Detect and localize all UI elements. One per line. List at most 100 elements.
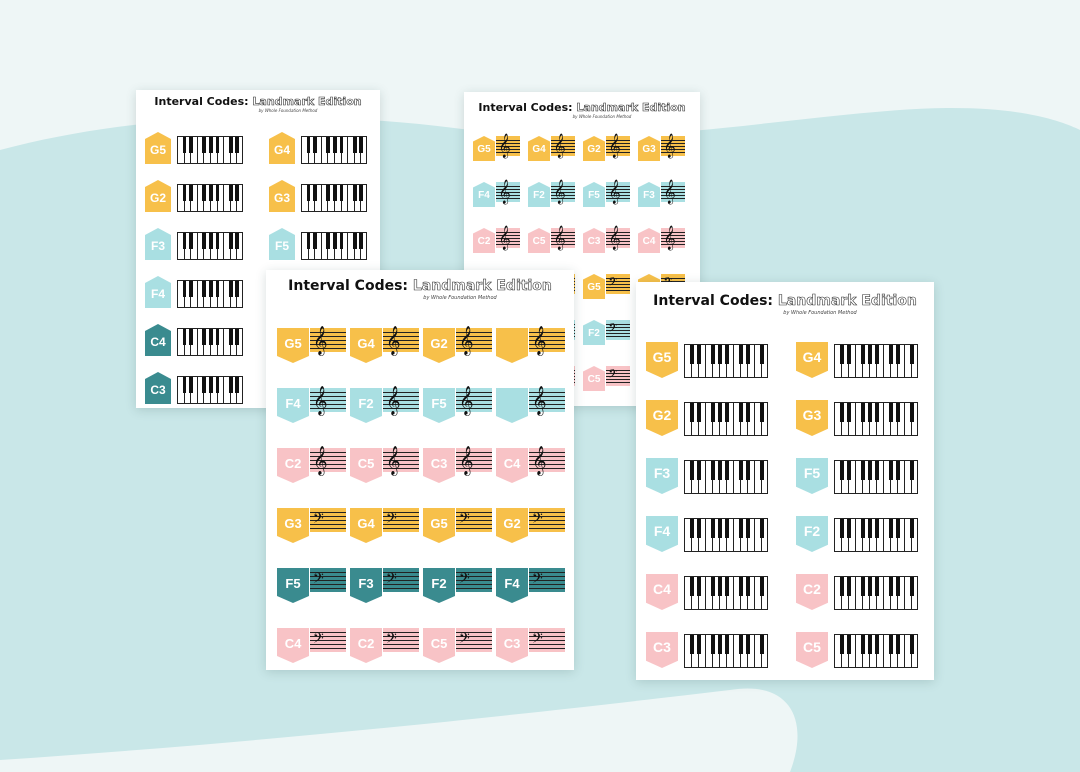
music-staff-icon: 𝄢 bbox=[606, 366, 630, 386]
staff-line bbox=[529, 523, 565, 525]
staff-line bbox=[551, 198, 575, 200]
staff-line bbox=[529, 340, 565, 341]
interval-code-tag: G5 bbox=[473, 136, 495, 161]
staff-line bbox=[456, 400, 492, 401]
black-key bbox=[202, 185, 207, 201]
staff-line bbox=[383, 516, 419, 518]
staff-line bbox=[383, 403, 419, 405]
white-key bbox=[877, 403, 884, 435]
black-key bbox=[689, 635, 695, 655]
staff-line bbox=[606, 379, 630, 381]
staff-line bbox=[661, 234, 685, 236]
interval-code-tag: F4 bbox=[496, 568, 528, 603]
white-key bbox=[849, 461, 856, 493]
white-key bbox=[748, 519, 755, 551]
bass-clef-icon: 𝄢 bbox=[458, 509, 470, 530]
interval-code-card: C3 𝄞 bbox=[583, 227, 630, 253]
black-key bbox=[895, 519, 901, 539]
black-key bbox=[313, 137, 318, 153]
staff-line bbox=[496, 234, 520, 236]
staff-line bbox=[606, 284, 630, 285]
treble-clef-icon: 𝄞 bbox=[553, 225, 566, 250]
staff-line bbox=[456, 527, 492, 529]
staff-line bbox=[606, 382, 630, 384]
staff-line bbox=[456, 396, 492, 398]
interval-code-card: C2 𝄞 bbox=[473, 227, 520, 253]
black-key bbox=[874, 461, 880, 481]
staff-line bbox=[606, 152, 630, 154]
black-key bbox=[717, 519, 723, 539]
interval-code-tag: C3 bbox=[496, 628, 528, 663]
interval-code-card: C4 𝄞 bbox=[496, 447, 565, 483]
sheet-title: Interval Codes: Landmark Edition bbox=[653, 293, 917, 309]
staff-line bbox=[661, 195, 685, 197]
staff-line bbox=[383, 336, 419, 338]
interval-code-tag: C5 bbox=[528, 228, 550, 253]
interval-code-card: G4 bbox=[269, 132, 367, 164]
staff-line bbox=[661, 241, 685, 243]
black-key bbox=[710, 577, 716, 597]
bass-clef-icon: 𝄢 bbox=[531, 629, 543, 650]
black-key bbox=[895, 577, 901, 597]
black-key bbox=[182, 137, 187, 153]
staff-line bbox=[456, 460, 492, 461]
interval-code-card: F5 𝄞 bbox=[423, 387, 492, 423]
black-key bbox=[352, 185, 357, 201]
staff-line bbox=[310, 400, 346, 401]
black-key bbox=[182, 185, 187, 201]
black-key bbox=[839, 519, 845, 539]
white-key bbox=[699, 577, 706, 609]
music-staff-icon: 𝄢 bbox=[529, 508, 565, 532]
interval-code-card: G2 𝄞 bbox=[583, 135, 630, 161]
interval-code-tag: G2 bbox=[423, 328, 455, 363]
white-key bbox=[877, 461, 884, 493]
staff-line bbox=[606, 195, 630, 197]
black-key bbox=[710, 461, 716, 481]
white-key bbox=[727, 461, 734, 493]
staff-line bbox=[310, 347, 346, 349]
staff-line bbox=[496, 238, 520, 239]
staff-line bbox=[551, 234, 575, 236]
staff-line bbox=[383, 636, 419, 638]
interval-code-tag: F5 bbox=[269, 228, 295, 260]
white-key bbox=[898, 403, 905, 435]
black-key bbox=[839, 635, 845, 655]
interval-code-tag: G4 bbox=[796, 342, 828, 378]
music-staff-icon: 𝄞 bbox=[310, 387, 346, 413]
music-staff-icon: 𝄢 bbox=[383, 508, 419, 532]
black-key bbox=[839, 461, 845, 481]
black-key bbox=[846, 403, 852, 423]
black-key bbox=[202, 329, 207, 345]
piano-keyboard-icon bbox=[834, 634, 918, 668]
interval-code-card: F3 bbox=[145, 228, 243, 260]
black-key bbox=[696, 461, 702, 481]
staff-line bbox=[310, 460, 346, 461]
white-key bbox=[218, 329, 225, 355]
staff-line bbox=[529, 407, 565, 409]
staff-line bbox=[456, 632, 492, 634]
staff-line bbox=[529, 527, 565, 529]
staff-line bbox=[529, 392, 565, 394]
staff-line bbox=[661, 188, 685, 190]
interval-code-card: F4 𝄞 bbox=[277, 387, 346, 423]
black-key bbox=[689, 345, 695, 365]
black-key bbox=[202, 137, 207, 153]
black-key bbox=[326, 137, 331, 153]
black-key bbox=[215, 329, 220, 345]
staff-line bbox=[310, 583, 346, 585]
black-key bbox=[724, 635, 730, 655]
black-key bbox=[359, 233, 364, 249]
staff-line bbox=[661, 277, 685, 279]
staff-line bbox=[529, 512, 565, 514]
piano-keyboard-icon bbox=[684, 518, 768, 552]
music-staff-icon: 𝄞 bbox=[529, 387, 565, 413]
music-staff-icon: 𝄢 bbox=[456, 628, 492, 652]
staff-line bbox=[661, 244, 685, 246]
black-key bbox=[333, 233, 337, 249]
bass-clef-icon: 𝄢 bbox=[458, 569, 470, 590]
black-key bbox=[738, 635, 744, 655]
black-key bbox=[759, 577, 765, 597]
black-key bbox=[710, 635, 716, 655]
black-key bbox=[228, 137, 233, 153]
staff-line bbox=[383, 467, 419, 469]
